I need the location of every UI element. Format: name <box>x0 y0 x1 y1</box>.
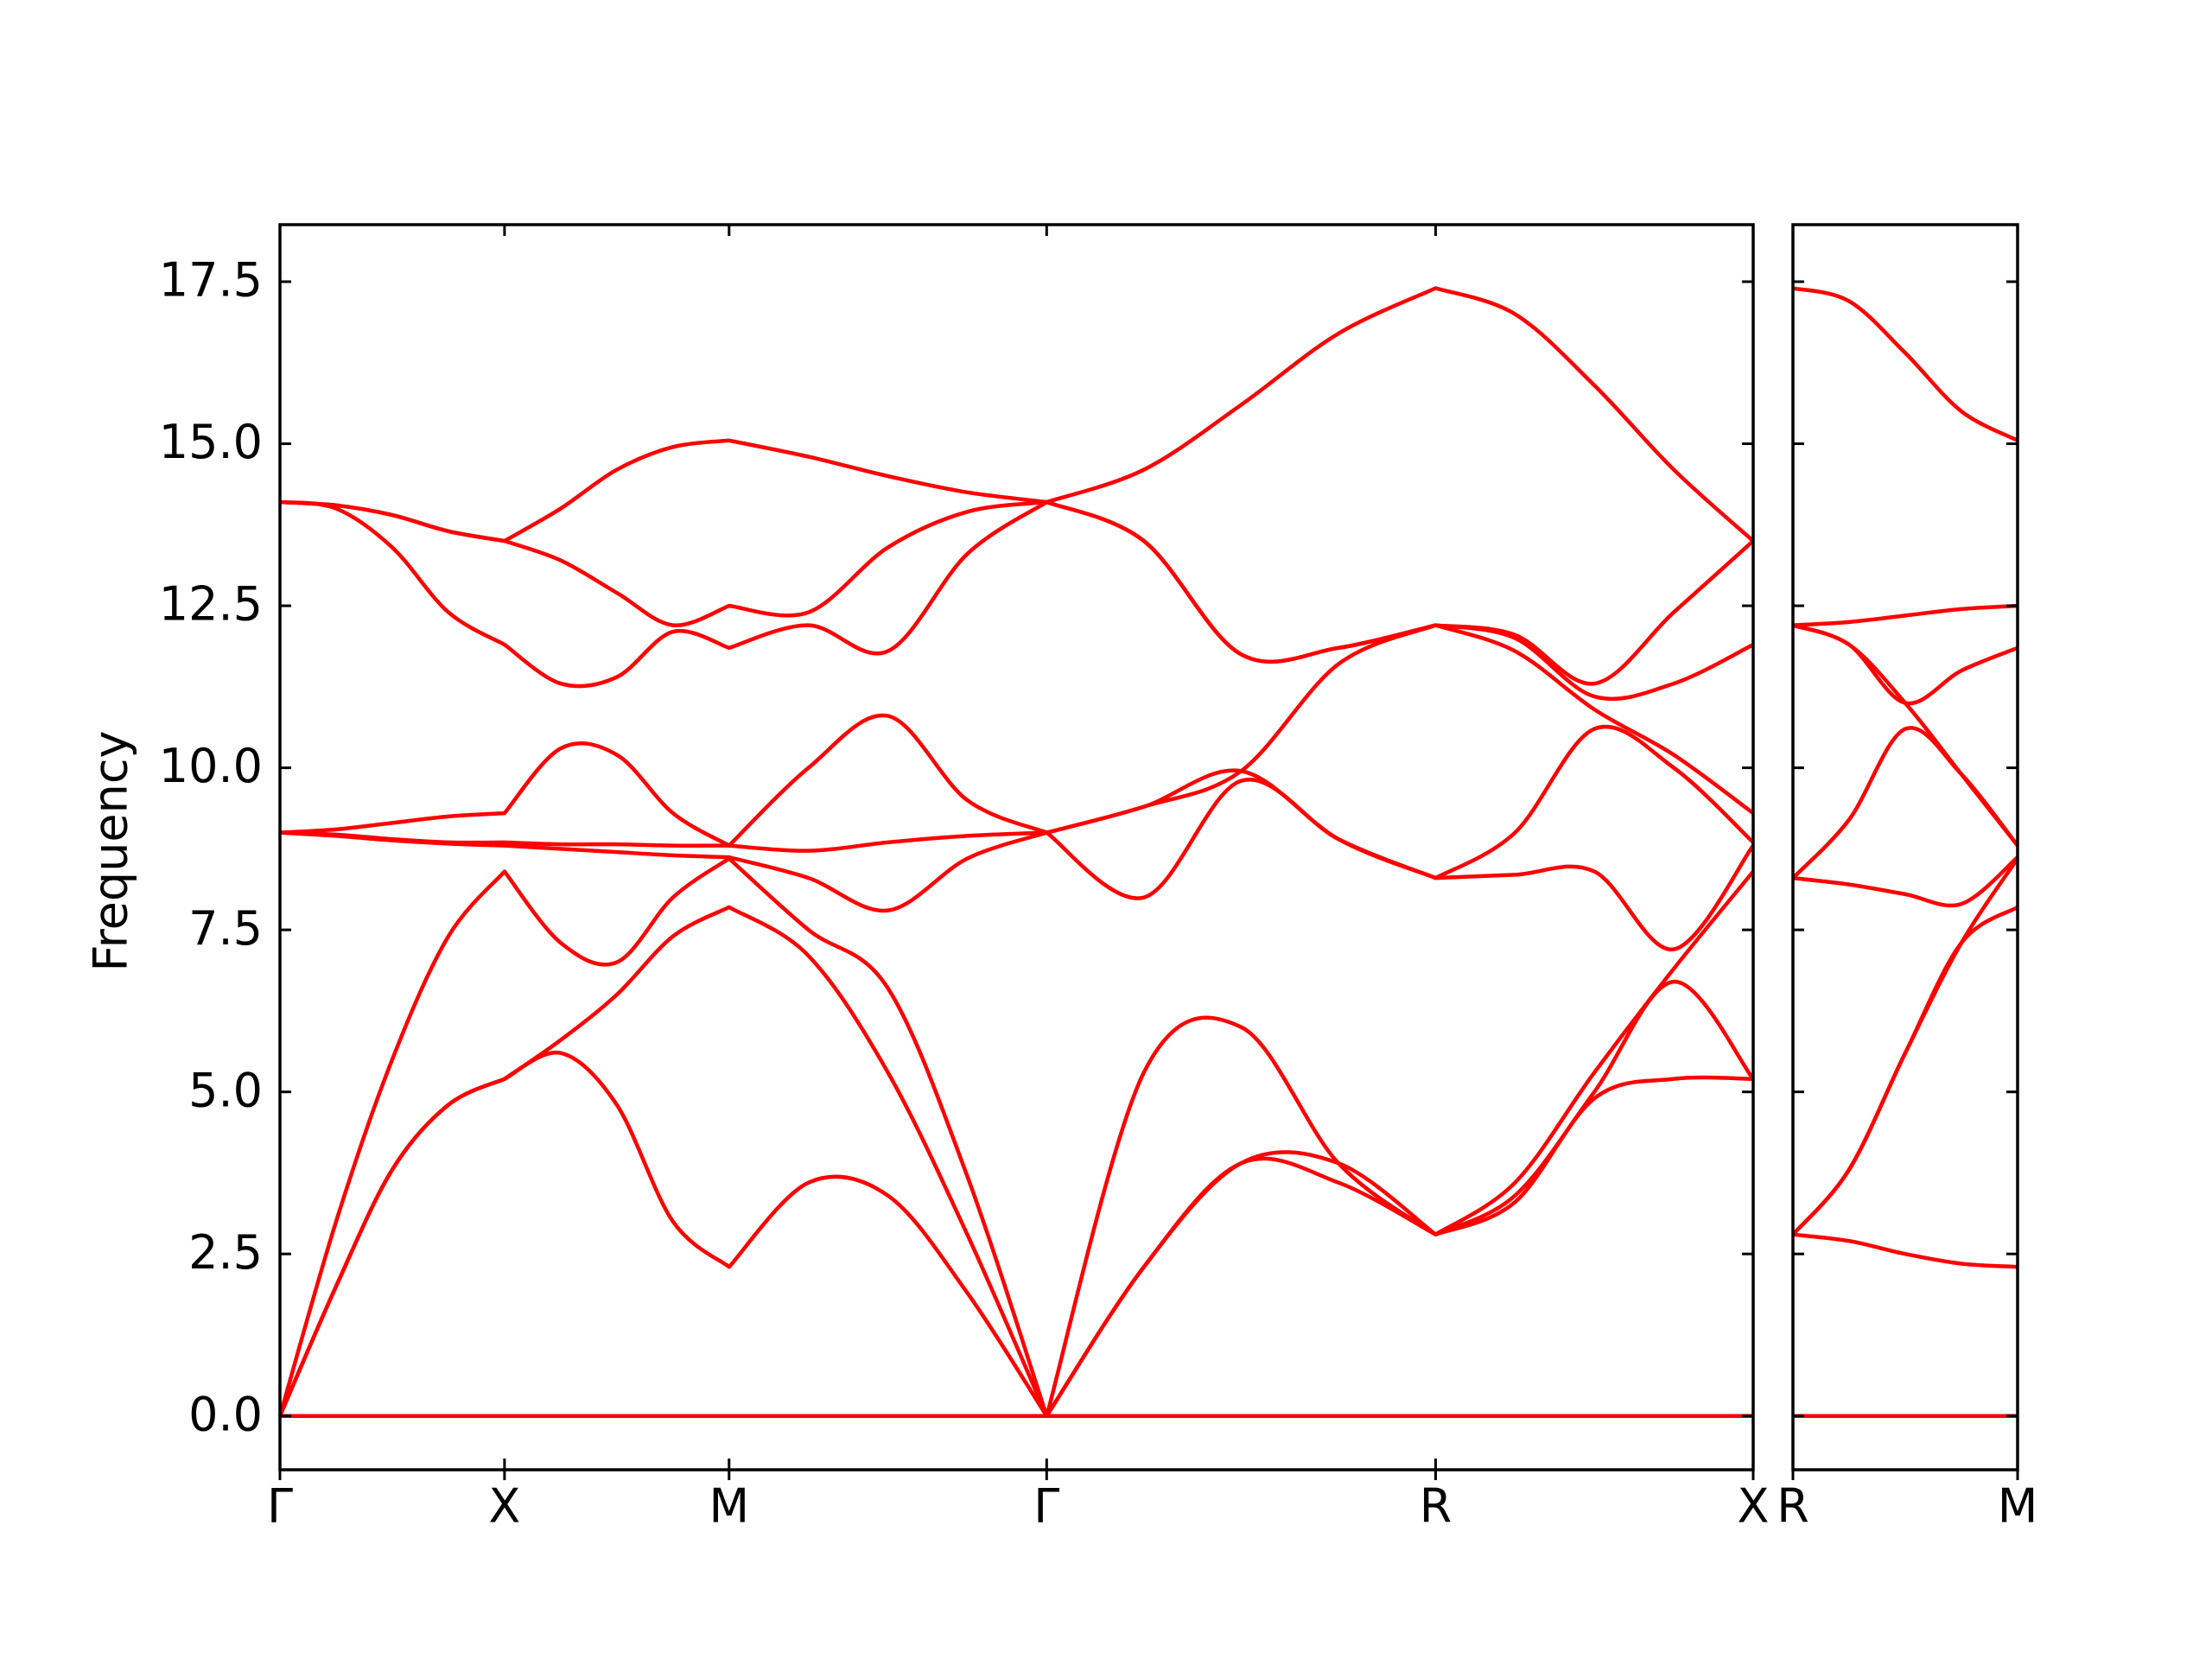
band-line <box>1792 855 2019 908</box>
band-line <box>1792 286 2019 442</box>
y-tick-label: 17.5 <box>159 253 263 308</box>
band-line <box>1791 857 2019 1236</box>
y-axis-label: Frequency <box>84 731 138 972</box>
plot-frame <box>278 223 1755 1471</box>
band-line <box>279 777 1755 951</box>
x-tick-label: X <box>1738 1479 1770 1534</box>
band-line <box>277 856 1755 1418</box>
y-tick-label: 15.0 <box>159 415 263 469</box>
band-line <box>279 724 1755 880</box>
x-tick-label: M <box>709 1479 749 1534</box>
x-tick-label: R <box>1420 1479 1452 1534</box>
x-tick-label: R <box>1777 1479 1809 1534</box>
y-tick-label: 5.0 <box>188 1063 263 1117</box>
y-tick-label: 0.0 <box>188 1387 263 1441</box>
y-tick-label: 2.5 <box>188 1225 263 1280</box>
y-tick-label: 7.5 <box>188 901 263 956</box>
band-line <box>279 623 1755 848</box>
band-line <box>1792 623 2018 706</box>
x-tick-label: M <box>1998 1479 2038 1534</box>
y-tick-label: 10.0 <box>159 739 263 793</box>
x-tick-label: Γ <box>1033 1479 1059 1534</box>
x-tick-label: X <box>488 1479 520 1534</box>
y-tick-label: 12.5 <box>159 577 263 632</box>
band-line <box>279 286 1755 543</box>
band-line <box>1792 603 2018 627</box>
band-line <box>1792 1232 2018 1269</box>
x-tick-label: Γ <box>267 1479 293 1534</box>
plot-frame <box>1791 223 2019 1471</box>
band-line <box>277 905 1755 1418</box>
